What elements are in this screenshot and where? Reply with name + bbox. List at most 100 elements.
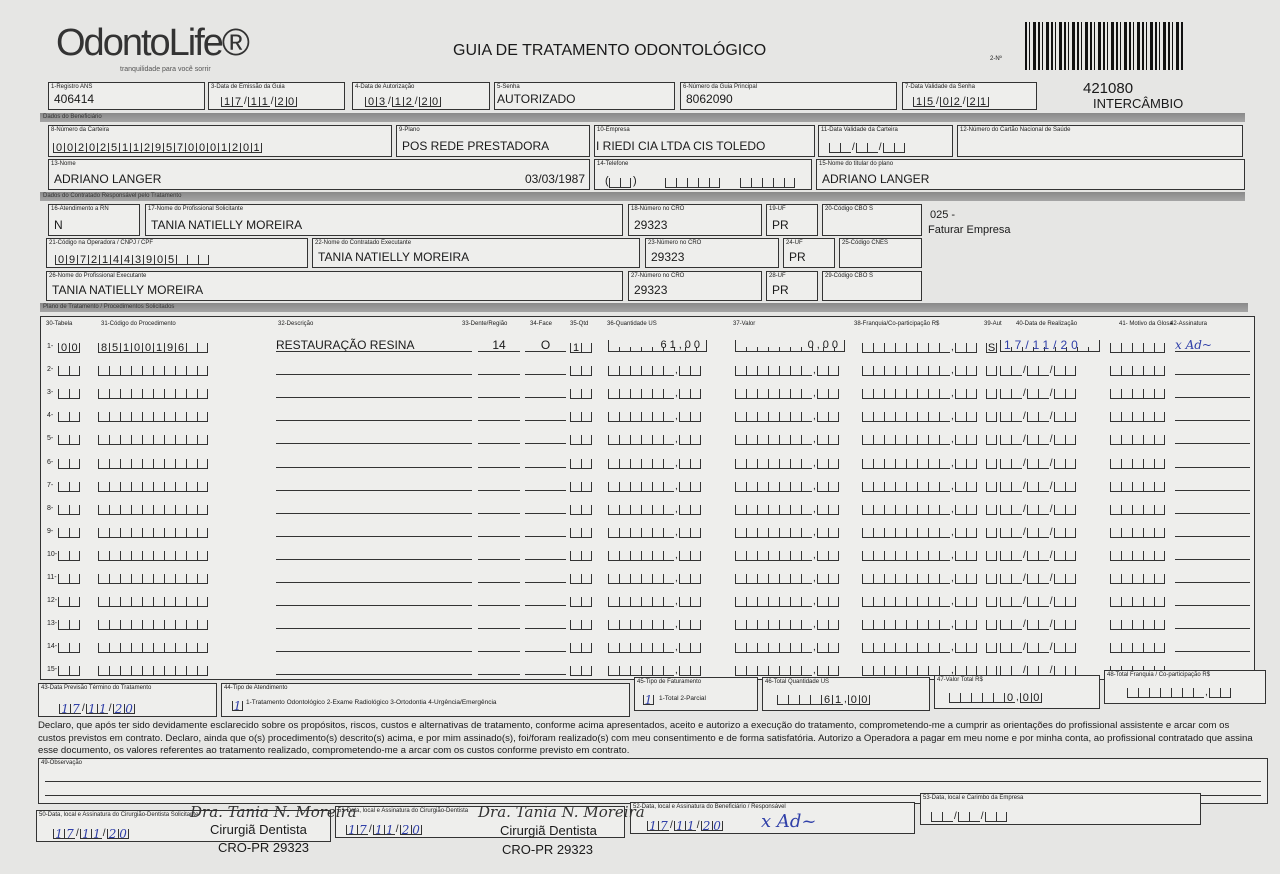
cell-franquia[interactable]: ,: [862, 571, 977, 584]
cell-valor[interactable]: ,: [735, 409, 839, 423]
cell-dente[interactable]: [478, 525, 520, 537]
cell-assinatura[interactable]: [1175, 502, 1250, 514]
cell-qtd-us[interactable]: ,: [608, 663, 701, 677]
cell-dente[interactable]: [478, 594, 520, 607]
field-cnes-25[interactable]: 25-Código CNES: [839, 238, 922, 268]
field-uf-24[interactable]: 24-UF PR: [783, 238, 835, 268]
cell-glosa[interactable]: [1110, 386, 1165, 400]
cell-codigo[interactable]: [98, 617, 208, 631]
field-valor-total[interactable]: 47-Valor Total R$ 0, 0 0: [934, 675, 1100, 709]
field-senha[interactable]: 5-Senha AUTORIZADO: [494, 82, 675, 110]
cell-aut[interactable]: [986, 456, 997, 469]
cell-qtd-us[interactable]: ,: [608, 525, 701, 538]
cell-glosa[interactable]: [1110, 525, 1165, 538]
cell-qtd-us[interactable]: ,: [608, 432, 701, 446]
cell-valor[interactable]: ,: [735, 479, 839, 492]
cell-data[interactable]: / /: [1000, 525, 1076, 538]
cell-face[interactable]: [525, 502, 566, 514]
cell-tabela[interactable]: [58, 548, 80, 561]
cell-assinatura[interactable]: [1175, 432, 1250, 445]
cell-franquia[interactable]: ,: [862, 479, 977, 492]
cell-tabela[interactable]: [58, 525, 80, 538]
cell-face[interactable]: [525, 571, 566, 583]
cell-qtd-us[interactable]: ,: [608, 479, 701, 492]
cell-data[interactable]: / /: [1000, 571, 1076, 584]
cell-descricao[interactable]: [276, 640, 472, 653]
cell-dente[interactable]: [478, 502, 520, 514]
field-uf-19[interactable]: 19-UF PR: [766, 204, 818, 236]
cell-codigo[interactable]: [98, 479, 208, 492]
cell-qtd-us[interactable]: ,: [608, 640, 701, 654]
cell-descricao[interactable]: RESTAURAÇÃO RESINA: [276, 339, 472, 352]
cell-assinatura[interactable]: [1175, 617, 1250, 630]
cell-valor[interactable]: ,: [735, 617, 839, 631]
cell-valor[interactable]: ,: [735, 525, 839, 538]
cell-qtd[interactable]: [570, 663, 592, 677]
field-previsao[interactable]: 43-Data Previsão Término do Tratamento 1 7…: [38, 683, 217, 717]
cell-glosa[interactable]: [1110, 456, 1165, 469]
cell-codigo[interactable]: [98, 409, 208, 423]
cell-glosa[interactable]: [1110, 548, 1165, 561]
cell-qtd[interactable]: [570, 525, 592, 538]
field-data-autorizacao[interactable]: 4-Data de Autorização 0 3/1 2/2 0: [352, 82, 490, 110]
field-cartao-nacional[interactable]: 12-Número do Cartão Nacional de Saúde: [957, 125, 1243, 157]
cell-dente[interactable]: [478, 548, 520, 560]
cell-face[interactable]: [525, 548, 566, 560]
field-guia-principal[interactable]: 6-Número da Guia Principal 8062090: [680, 82, 897, 110]
cell-data[interactable]: / /: [1000, 617, 1076, 631]
cell-glosa[interactable]: [1110, 363, 1165, 377]
cell-dente[interactable]: [478, 640, 520, 653]
field-cro-27[interactable]: 27-Número no CRO 29323: [628, 271, 762, 301]
cell-data[interactable]: / /: [1000, 386, 1076, 400]
cell-assinatura[interactable]: [1175, 456, 1250, 468]
cell-descricao[interactable]: [276, 594, 472, 607]
cell-aut[interactable]: [986, 548, 997, 561]
field-carimbo-53[interactable]: 53-Data, local e Carimbo da Empresa / /: [920, 793, 1201, 825]
cell-descricao[interactable]: [276, 525, 472, 537]
cell-franquia[interactable]: ,: [862, 409, 977, 423]
cell-qtd-us[interactable]: ,: [608, 456, 701, 469]
cell-face[interactable]: [525, 663, 566, 676]
cell-data[interactable]: / /: [1000, 502, 1076, 515]
cell-qtd-us[interactable]: ,: [608, 548, 701, 561]
cell-assinatura[interactable]: [1175, 479, 1250, 491]
cell-descricao[interactable]: [276, 663, 472, 676]
cell-codigo[interactable]: [98, 571, 208, 584]
cell-glosa[interactable]: [1110, 640, 1165, 654]
cell-franquia[interactable]: ,: [862, 456, 977, 469]
cell-qtd[interactable]: [570, 502, 592, 515]
cell-aut[interactable]: [986, 502, 997, 515]
cell-codigo[interactable]: [98, 525, 208, 538]
cell-qtd[interactable]: [570, 640, 592, 654]
cell-tabela[interactable]: [58, 663, 80, 677]
cell-qtd[interactable]: [570, 456, 592, 469]
field-assinatura-50[interactable]: 50-Data, local e Assinatura do Cirurgião…: [36, 810, 331, 842]
field-uf-28[interactable]: 28-UF PR: [766, 271, 818, 301]
cell-franquia[interactable]: ,: [862, 363, 977, 377]
cell-aut[interactable]: [986, 386, 997, 400]
field-contratado-executante[interactable]: 22-Nome do Contratado Executante TANIA NA…: [312, 238, 640, 268]
cell-glosa[interactable]: [1110, 571, 1165, 584]
cell-data[interactable]: / /: [1000, 409, 1076, 423]
cell-qtd[interactable]: [570, 409, 592, 423]
cell-glosa[interactable]: [1110, 409, 1165, 423]
cell-assinatura[interactable]: x Ad~: [1175, 339, 1250, 352]
cell-glosa[interactable]: [1110, 432, 1165, 446]
field-carteira[interactable]: 8-Número da Carteira 0 0 2 0 2 5 1 1 2 9 5 7 0 0 0 1 2 0 1: [48, 125, 392, 157]
cell-codigo[interactable]: [98, 640, 208, 654]
cell-face[interactable]: [525, 617, 566, 630]
field-codigo-operadora[interactable]: 21-Código na Operadora / CNPJ / CPF 0 9 7 2 1…: [46, 238, 308, 268]
cell-dente[interactable]: [478, 663, 520, 676]
cell-data[interactable]: / /: [1000, 548, 1076, 561]
cell-tabela[interactable]: [58, 409, 80, 423]
cell-data[interactable]: / /: [1000, 640, 1076, 654]
cell-dente[interactable]: 14: [478, 339, 520, 352]
cell-face[interactable]: [525, 640, 566, 653]
cell-data[interactable]: / /: [1000, 479, 1076, 492]
cell-tabela[interactable]: [58, 432, 80, 446]
cell-face[interactable]: [525, 456, 566, 468]
field-validade-carteira[interactable]: 11-Data Validade da Carteira / /: [818, 125, 953, 157]
cell-valor[interactable]: ,: [735, 663, 839, 677]
cell-qtd-us[interactable]: ,: [608, 594, 701, 608]
cell-qtd-us[interactable]: ,: [608, 617, 701, 631]
